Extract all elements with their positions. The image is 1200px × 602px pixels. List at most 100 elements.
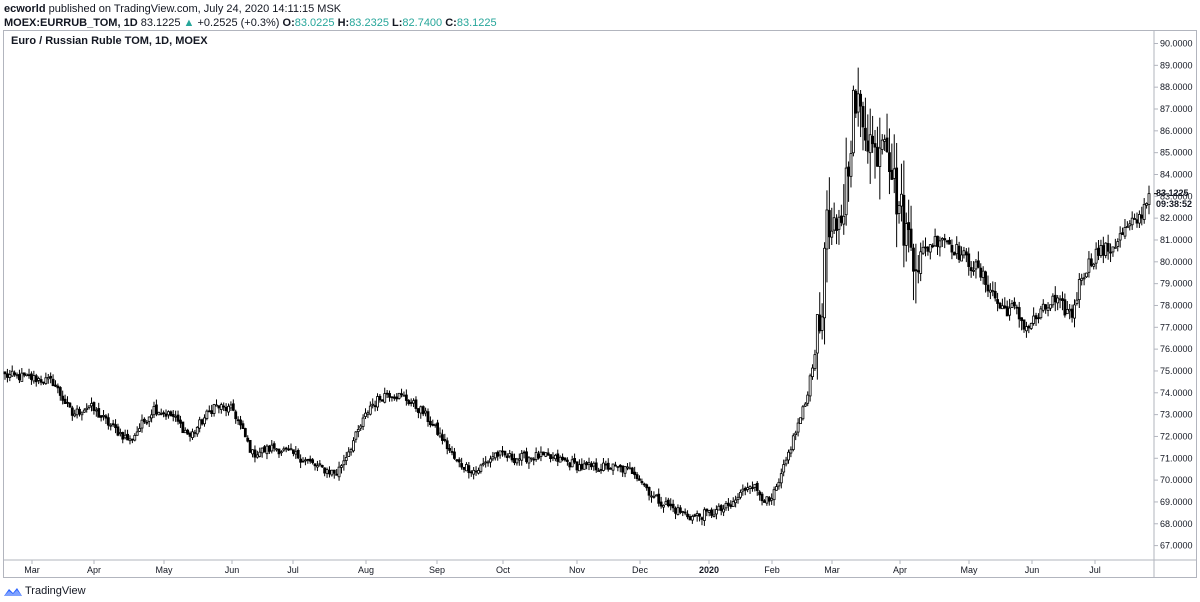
candle-body (292, 449, 295, 454)
candle-body (787, 451, 790, 461)
candle-body (68, 402, 72, 408)
time-axis[interactable]: Mar Apr May Jun Jul Aug Sep Oct Nov Dec 2020 Feb Mar… (3, 559, 1197, 575)
candle-body (1085, 272, 1088, 278)
time-tick-label: Apr (87, 565, 101, 575)
high-label: H: (337, 17, 350, 29)
candle-body (618, 464, 622, 468)
candle-body (200, 419, 204, 425)
candle-body (871, 135, 875, 145)
author-name[interactable]: ecworld (4, 3, 46, 15)
time-tick-label: Feb (764, 565, 780, 575)
candle-body (539, 451, 543, 457)
candle-body (296, 449, 300, 459)
candle-body (587, 462, 591, 465)
candle-body (414, 399, 418, 409)
candle-body (964, 251, 968, 256)
candle-body (1111, 246, 1115, 253)
candle-body (58, 387, 62, 396)
time-tick-label: Jul (1089, 565, 1101, 575)
candle-body (541, 451, 545, 456)
candle-body (111, 423, 115, 426)
candle-body (885, 137, 889, 152)
candle-body (751, 487, 754, 490)
time-tick-label: Jul (287, 565, 299, 575)
candle-body (332, 469, 336, 474)
candle-body (426, 411, 430, 423)
candle-body (986, 284, 990, 292)
candle-body (621, 465, 625, 473)
candle-body (705, 508, 709, 512)
candle-body (489, 458, 492, 463)
candle-body (195, 426, 199, 435)
candle-body (686, 513, 689, 518)
candle-body (246, 437, 250, 442)
candle-body (270, 444, 274, 452)
candle-body (981, 270, 985, 278)
candle-body (284, 447, 288, 450)
candle-body (854, 90, 858, 114)
price-tick-label: 83.0000 (1160, 191, 1193, 201)
price-tick-label: 78.0000 (1160, 300, 1193, 310)
candle-body (1080, 277, 1084, 281)
candle-body (948, 239, 951, 245)
candle-body (702, 509, 706, 521)
candle-body (248, 439, 252, 453)
candle-body (657, 493, 661, 504)
candle-body (234, 411, 238, 420)
candle-body (313, 463, 317, 467)
candle-body (724, 503, 728, 509)
candle-body (517, 458, 521, 461)
footer-brand[interactable]: TradingView (25, 585, 86, 597)
candle-body (945, 240, 949, 243)
candle-body (118, 432, 122, 435)
candle-body (287, 448, 290, 451)
price-tick-label: 74.0000 (1160, 388, 1193, 398)
candle-body (736, 496, 740, 501)
symbol-label: MOEX:EURRUB_TOM, 1D (4, 17, 138, 29)
candle-body (861, 106, 865, 128)
candle-body (1106, 243, 1110, 252)
time-tick-label: Sep (429, 565, 445, 575)
candle-body (904, 223, 908, 246)
candle-body (760, 493, 764, 502)
candle-body (13, 372, 17, 375)
candle-body (373, 405, 377, 408)
price-tick-label: 90.0000 (1160, 39, 1193, 49)
candle-body (465, 464, 468, 472)
candle-body (594, 462, 598, 471)
candle-body (282, 448, 286, 451)
candle-body (354, 431, 358, 440)
candle-body (892, 168, 896, 179)
price-tick-label: 68.0000 (1160, 519, 1193, 529)
candle-body (63, 398, 67, 405)
price-tick-label: 84.0000 (1160, 169, 1193, 179)
time-tick-label: 2020 (699, 565, 719, 575)
candle-body (1137, 214, 1141, 224)
chart-frame[interactable] (3, 30, 1197, 578)
candle-body (900, 193, 903, 207)
candle-body (267, 445, 271, 452)
candle-body (1147, 193, 1151, 205)
candle-body (99, 415, 103, 418)
candle-body (996, 299, 999, 304)
candle-body (1077, 279, 1081, 300)
candle-body (402, 394, 406, 397)
candle-body (44, 377, 48, 384)
candle-body (167, 411, 170, 416)
candle-body (265, 445, 269, 455)
candle-body (1082, 277, 1086, 280)
candle-body (222, 405, 226, 408)
candle-body (676, 507, 680, 515)
candle-body (1133, 218, 1136, 220)
candle-body (969, 267, 973, 272)
time-tick-label: Oct (496, 565, 511, 575)
candle-body (916, 270, 920, 273)
candle-body (467, 465, 471, 474)
candle-body (666, 499, 670, 507)
price-axis[interactable]: 67.0000 68.0000 69.0000 70.0000 71.0000 72.00… (1153, 31, 1193, 577)
candle-body (527, 457, 531, 464)
candle-body (551, 456, 555, 459)
candle-body (409, 402, 413, 404)
candle-body (255, 454, 259, 458)
